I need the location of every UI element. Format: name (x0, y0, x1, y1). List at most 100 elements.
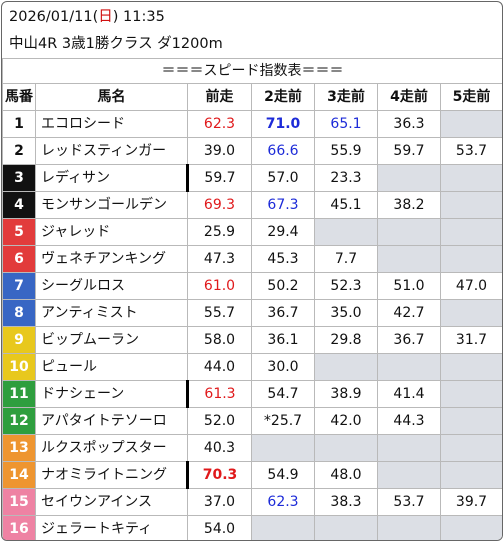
horse-name-cell: レディサン (35, 164, 189, 192)
speed-index-cell: 59.7 (187, 164, 252, 192)
speed-index-cell (314, 515, 378, 540)
table-title: ＝＝＝スピード指数表＝＝＝ (2, 58, 502, 84)
horse-number-cell: 5 (2, 218, 36, 246)
speed-index-cell: 45.3 (251, 245, 315, 273)
speed-index-cell: 44.3 (377, 407, 441, 435)
speed-index-cell (377, 461, 441, 489)
speed-index-cell: 23.3 (314, 164, 378, 192)
horse-name-cell: ルクスポップスター (35, 434, 188, 462)
speed-index-cell: 61.0 (187, 272, 252, 300)
speed-index-cell (377, 245, 441, 273)
horse-number-cell: 12 (2, 407, 36, 435)
speed-index-cell: 55.9 (314, 137, 378, 165)
horse-number-cell: 2 (2, 137, 36, 165)
speed-index-cell (439, 245, 502, 273)
speed-index-cell: 39.7 (439, 488, 502, 516)
horse-number-cell: 13 (2, 434, 36, 462)
speed-index-cell: 54.0 (187, 515, 252, 540)
race-time: 11:35 (123, 9, 165, 25)
horse-name-cell: エコロシード (35, 110, 188, 138)
table-row: 1 エコロシード 62.3 71.0 65.1 36.3 (2, 110, 502, 138)
speed-index-cell: 52.0 (187, 407, 252, 435)
horse-number-cell: 1 (2, 110, 36, 138)
speed-index-cell: 50.2 (251, 272, 315, 300)
horse-name-cell: セイウンアインス (35, 488, 188, 516)
speed-index-cell: 38.2 (377, 191, 441, 219)
horse-name-cell: ビップムーラン (35, 326, 188, 354)
speed-index-cell: 36.7 (251, 299, 315, 327)
speed-index-cell (377, 434, 441, 462)
race-date: 2026/01/11 (9, 9, 93, 25)
speed-index-cell: 36.3 (377, 110, 441, 138)
speed-index-cell (314, 434, 378, 462)
speed-index-cell: 41.4 (377, 380, 441, 408)
table-title-row: ＝＝＝スピード指数表＝＝＝ (2, 58, 502, 84)
speed-index-cell: *25.7 (251, 407, 315, 435)
horse-number-cell: 6 (2, 245, 36, 273)
speed-index-cell: 66.6 (251, 137, 315, 165)
horse-name-cell: ドナシェーン (35, 380, 189, 408)
speed-index-cell: 54.9 (251, 461, 315, 489)
table-row: 8 アンティミスト 55.7 36.7 35.0 42.7 (2, 299, 502, 327)
race-datetime: 2026/01/11(日) 11:35 (9, 9, 165, 25)
speed-index-cell: 44.0 (187, 353, 252, 381)
column-header-last-race: 前走 (187, 83, 252, 111)
speed-index-cell (314, 353, 378, 381)
column-header-2-races-ago: 2走前 (251, 83, 315, 111)
horse-number-cell: 9 (2, 326, 36, 354)
speed-index-cell: 36.1 (251, 326, 315, 354)
race-weekday: 日 (98, 9, 113, 25)
speed-index-cell (377, 353, 441, 381)
speed-index-cell: 36.7 (377, 326, 441, 354)
speed-index-cell: 62.3 (187, 110, 252, 138)
table-row: 6 ヴェネチアンキング 47.3 45.3 7.7 (2, 245, 502, 273)
horse-name-cell: レッドスティンガー (35, 137, 188, 165)
table-header-row: 馬番 馬名 前走 2走前 3走前 4走前 5走前 (2, 83, 502, 111)
table-row: 16 ジェラートキティ 54.0 (2, 515, 502, 540)
speed-index-cell: 53.7 (377, 488, 441, 516)
speed-index-cell: 30.0 (251, 353, 315, 381)
speed-index-cell: 61.3 (187, 380, 252, 408)
column-header-4-races-ago: 4走前 (377, 83, 441, 111)
speed-index-cell: 35.0 (314, 299, 378, 327)
speed-index-cell (377, 164, 441, 192)
speed-index-cell: 70.3 (187, 461, 252, 489)
speed-index-cell (439, 164, 502, 192)
speed-index-cell: 47.3 (187, 245, 252, 273)
horse-number-cell: 16 (2, 515, 36, 540)
column-header-3-races-ago: 3走前 (314, 83, 378, 111)
horse-number-cell: 10 (2, 353, 36, 381)
speed-index-cell: 58.0 (187, 326, 252, 354)
speed-index-cell (251, 434, 315, 462)
horse-number-cell: 11 (2, 380, 36, 408)
speed-index-cell: 38.3 (314, 488, 378, 516)
table-row: 11 ドナシェーン 61.3 54.7 38.9 41.4 (2, 380, 502, 408)
horse-name-cell: ヴェネチアンキング (35, 245, 188, 273)
horse-name-cell: ジャレッド (35, 218, 188, 246)
speed-index-cell: 29.4 (251, 218, 315, 246)
speed-index-cell: 69.3 (187, 191, 252, 219)
speed-index-cell: 57.0 (251, 164, 315, 192)
speed-index-table: ＝＝＝スピード指数表＝＝＝ 馬番 馬名 前走 2走前 3走前 4走前 5走前 1… (2, 58, 502, 540)
speed-index-cell: 40.3 (187, 434, 252, 462)
speed-index-cell (251, 515, 315, 540)
speed-index-cell (439, 515, 502, 540)
horse-number-cell: 4 (2, 191, 36, 219)
speed-index-cell (377, 218, 441, 246)
horse-number-cell: 15 (2, 488, 36, 516)
column-header-5-races-ago: 5走前 (439, 83, 502, 111)
column-header-name: 馬名 (35, 83, 188, 111)
horse-name-cell: アンティミスト (35, 299, 188, 327)
speed-index-cell (439, 461, 502, 489)
speed-index-cell: 37.0 (187, 488, 252, 516)
horse-name-cell: アパタイトテソーロ (35, 407, 188, 435)
column-header-number: 馬番 (2, 83, 36, 111)
speed-index-cell: 38.9 (314, 380, 378, 408)
speed-index-cell: 55.7 (187, 299, 252, 327)
speed-index-cell: 45.1 (314, 191, 378, 219)
speed-index-cell: 59.7 (377, 137, 441, 165)
speed-index-cell (377, 515, 441, 540)
horse-number-cell: 3 (2, 164, 36, 192)
table-row: 4 モンサンゴールデン 69.3 67.3 45.1 38.2 (2, 191, 502, 219)
